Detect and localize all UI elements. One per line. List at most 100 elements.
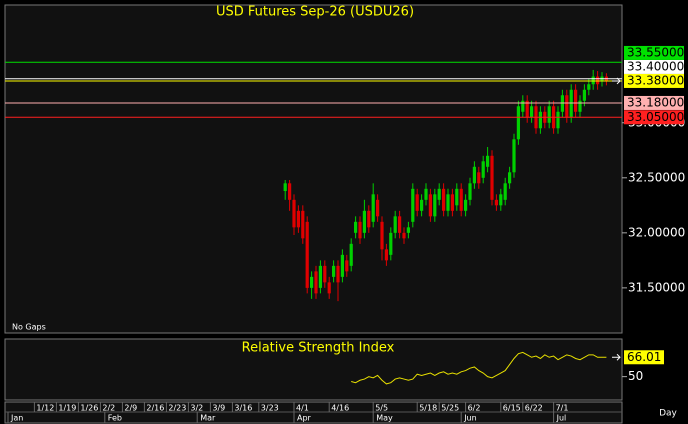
candle-body [406, 227, 410, 233]
price-label: 33.18000 [627, 95, 684, 109]
price-label: 33.38000 [627, 73, 684, 87]
candle-body [437, 188, 441, 200]
candle-body [574, 89, 578, 112]
y-tick-label: 32.00000 [628, 225, 685, 239]
candle-body [587, 84, 591, 90]
candle-body [301, 210, 305, 239]
price-label: 33.05000 [627, 110, 684, 124]
x-tick-label: 2/23 [168, 404, 186, 413]
candle-body [305, 221, 309, 288]
candle-body [455, 188, 459, 206]
candle-body [521, 100, 525, 112]
note: No Gaps [12, 323, 46, 332]
candle-body [538, 111, 542, 129]
candle-body [420, 199, 424, 211]
candle-body [283, 183, 287, 192]
candle-body [508, 172, 512, 184]
candle-body [582, 89, 586, 101]
candle-body [354, 221, 358, 233]
x-tick-label: 3/23 [261, 404, 279, 413]
x-tick-label: 3/2 [190, 404, 203, 413]
candle-body [446, 194, 450, 211]
candle-body [569, 89, 573, 118]
candle-body [556, 111, 560, 129]
candle-body [349, 243, 353, 266]
rsi-last-box [624, 350, 664, 365]
rsi-panel [4, 338, 623, 401]
candle-body [288, 183, 292, 200]
candle-body [525, 100, 529, 118]
month-label: Apr [297, 414, 312, 423]
candle-body [292, 199, 296, 228]
candle-body [481, 161, 485, 178]
x-tick-label: 3/9 [212, 404, 225, 413]
candle-body [332, 265, 336, 277]
x-tick-label: 6/22 [525, 404, 543, 413]
x-tick-label: 5/25 [441, 404, 459, 413]
rsi-line [351, 351, 607, 385]
candle-body [459, 188, 463, 211]
rsi-tick-label: 50 [628, 369, 643, 383]
x-tick-label: 5/5 [375, 404, 388, 413]
candle-body [490, 155, 494, 200]
y-tick-label: 31.50000 [628, 280, 685, 294]
candle-body [393, 216, 397, 233]
x-tick-label: 2/16 [146, 404, 164, 413]
month-label: May [376, 414, 393, 423]
price-label: 33.40000 [627, 59, 684, 73]
candle-body [547, 106, 551, 123]
last-price-arrow [612, 77, 621, 85]
candle-body [560, 95, 564, 112]
x-tick-label: 2/2 [102, 404, 115, 413]
candle-body [415, 194, 419, 211]
candle-body [433, 194, 437, 217]
x-tick-label: 2/9 [124, 404, 137, 413]
candle-body [314, 271, 318, 294]
candle-body [336, 265, 340, 283]
chart-title: USD Futures Sep-26 (USDU26) [216, 5, 414, 20]
candle-body [389, 232, 393, 255]
candle-body [565, 95, 569, 118]
candle-body [323, 265, 327, 283]
month-label: Jul [556, 414, 567, 423]
candle-body [494, 199, 498, 206]
candle-body [468, 183, 472, 200]
candle-body [402, 232, 406, 239]
candle-body [380, 221, 384, 250]
candle-body [340, 254, 344, 277]
candle-body [428, 194, 432, 217]
candle-body [398, 216, 402, 233]
candle-body [591, 76, 595, 85]
month-label: Mar [200, 414, 216, 423]
candle-body [516, 106, 520, 140]
price-label-box [624, 73, 684, 88]
candle-body [472, 166, 476, 184]
month-label: Jun [463, 414, 477, 423]
candle-body [376, 199, 380, 217]
x-tick-label: 6/15 [503, 404, 521, 413]
price-panel [4, 4, 623, 334]
price-label: 33.55000 [627, 45, 684, 59]
price-label-box [624, 95, 684, 110]
candle-body [296, 210, 300, 228]
candle-body [530, 106, 534, 118]
x-tick-label: 3/16 [234, 404, 252, 413]
candle-body [486, 155, 490, 167]
x-tick-label: 4/1 [296, 404, 309, 413]
candle-body [477, 172, 481, 184]
candle-body [411, 188, 415, 222]
month-label: Jan [10, 414, 23, 423]
candle-body [596, 76, 600, 85]
candle-body [578, 100, 582, 112]
candle-body [450, 194, 454, 211]
x-tick-label: 1/19 [58, 404, 76, 413]
x-tick-label: 6/2 [468, 404, 481, 413]
candle-body [362, 210, 366, 233]
price-label-box [624, 45, 684, 60]
candle-body [424, 188, 428, 200]
x-tick-label: 4/16 [331, 404, 349, 413]
x-tick-label: 1/26 [80, 404, 98, 413]
candle-body [384, 249, 388, 261]
candle-body [318, 265, 322, 288]
